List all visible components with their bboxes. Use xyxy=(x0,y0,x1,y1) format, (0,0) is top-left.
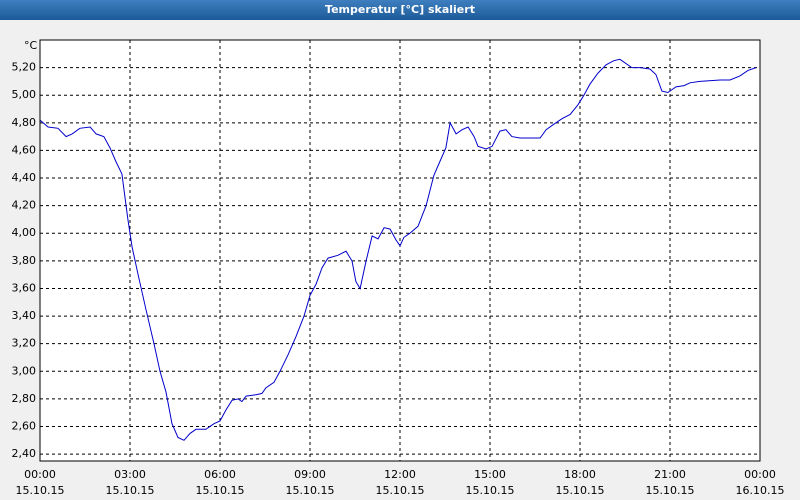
y-tick-label: 2,60 xyxy=(12,419,37,432)
y-tick-label: 4,60 xyxy=(12,143,37,156)
x-tick-date: 15.10.15 xyxy=(376,484,425,497)
data-line xyxy=(39,58,757,441)
x-tick-label: 03:00 xyxy=(114,468,146,481)
x-tick-date: 15.10.15 xyxy=(466,484,515,497)
y-tick-label: 4,00 xyxy=(12,226,37,239)
y-tick-label: 3,40 xyxy=(12,309,37,322)
x-tick-date: 15.10.15 xyxy=(556,484,605,497)
x-tick-date: 16.10.15 xyxy=(736,484,785,497)
x-tick-label: 00:00 xyxy=(744,468,776,481)
y-tick-label: 5,00 xyxy=(12,88,37,101)
x-tick-date: 15.10.15 xyxy=(196,484,245,497)
x-tick-date: 15.10.15 xyxy=(16,484,65,497)
x-tick-label: 00:00 xyxy=(24,468,56,481)
x-tick-label: 21:00 xyxy=(654,468,686,481)
y-tick-label: 4,80 xyxy=(12,116,37,129)
x-tick-date: 15.10.15 xyxy=(286,484,335,497)
x-tick-label: 09:00 xyxy=(294,468,326,481)
y-tick-label: 5,20 xyxy=(12,61,37,74)
x-tick-label: 06:00 xyxy=(204,468,236,481)
y-tick-label: 4,20 xyxy=(12,199,37,212)
y-tick-label: 3,80 xyxy=(12,254,37,267)
x-tick-label: 15:00 xyxy=(474,468,506,481)
y-tick-label: 4,40 xyxy=(12,171,37,184)
y-tick-label: 2,80 xyxy=(12,392,37,405)
chart-title: Temperatur [°C] skaliert xyxy=(325,3,475,16)
y-unit: °C xyxy=(24,39,38,52)
x-tick-date: 15.10.15 xyxy=(646,484,695,497)
x-tick-label: 12:00 xyxy=(384,468,416,481)
title-bar xyxy=(0,0,800,20)
y-tick-label: 3,00 xyxy=(12,364,37,377)
y-tick-label: 2,40 xyxy=(12,447,37,460)
plot-border xyxy=(39,39,761,462)
x-tick-label: 18:00 xyxy=(564,468,596,481)
x-tick-date: 15.10.15 xyxy=(106,484,155,497)
y-tick-label: 3,60 xyxy=(12,281,37,294)
y-tick-label: 3,20 xyxy=(12,337,37,350)
